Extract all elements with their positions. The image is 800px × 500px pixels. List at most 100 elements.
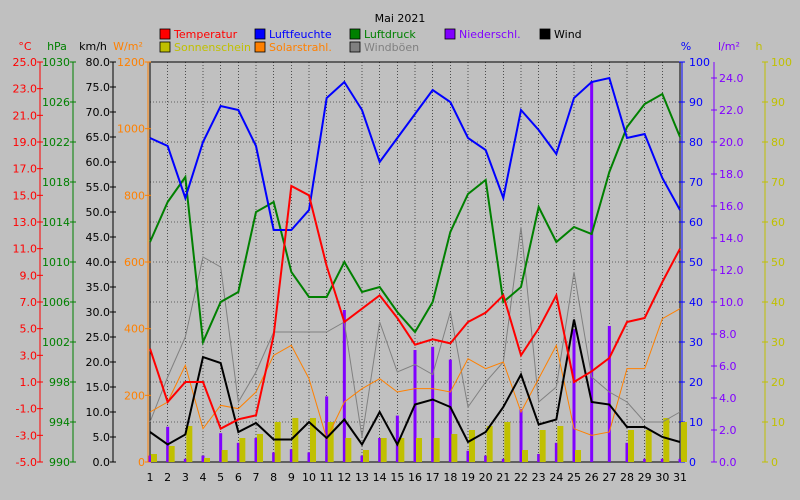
unit-label-sun: h	[756, 40, 763, 53]
x-tick-label: 3	[182, 471, 189, 484]
bar-sun	[204, 458, 210, 462]
bar-rain	[272, 452, 276, 462]
bar-sun	[575, 450, 581, 462]
bar-sun	[451, 434, 458, 462]
legend-item: Sonnenschein	[159, 41, 251, 54]
tick-label-solar: 1000	[117, 123, 145, 136]
bar-sun	[416, 438, 422, 462]
tick-label-wind: 50.0	[86, 206, 111, 219]
tick-label-temp: 13.0	[13, 216, 38, 229]
x-tick-label: 17	[426, 471, 440, 484]
tick-label-press: 1006	[42, 296, 70, 309]
tick-label-press: 1010	[42, 256, 70, 269]
legend-swatch	[349, 41, 361, 53]
x-tick-label: 7	[253, 471, 260, 484]
tick-label-rain: 14.0	[719, 232, 744, 245]
bar-rain	[572, 329, 576, 462]
tick-label-rain: 16.0	[719, 200, 744, 213]
tick-label-hum: 60	[689, 216, 703, 229]
bar-rain	[201, 455, 205, 462]
legend-swatch	[349, 28, 361, 40]
tick-label-rain: 20.0	[719, 136, 744, 149]
legend-item: Niederschl.	[444, 28, 521, 41]
bar-rain	[378, 438, 382, 462]
x-tick-label: 14	[373, 471, 387, 484]
legend: Temperatur Luftfeuchte Luftdruck Niederschl…	[159, 28, 582, 54]
tick-label-sun: 40	[771, 296, 785, 309]
tick-label-hum: 100	[689, 56, 710, 69]
series-line-temp	[149, 184, 681, 431]
x-tick-label: 23	[532, 471, 546, 484]
tick-label-temp: -5.0	[16, 456, 37, 469]
tick-label-press: 998	[49, 376, 70, 389]
tick-label-temp: 9.0	[20, 269, 38, 282]
bar-sun	[681, 422, 687, 462]
bar-sun	[221, 450, 228, 462]
bar-rain	[537, 454, 541, 462]
x-tick-label: 2	[164, 471, 171, 484]
legend-label: Luftdruck	[364, 28, 416, 41]
tick-label-wind: 30.0	[86, 306, 111, 319]
x-tick-label: 30	[655, 471, 669, 484]
y-axes: 25.0 23.0 21.0 19.0 17.0 15.0 13.0 11.0 9.0 7.0 5.…	[13, 56, 793, 469]
unit-label-temp: °C	[18, 40, 32, 53]
tick-label-hum: 80	[689, 136, 703, 149]
bar-sun	[310, 418, 316, 462]
x-tick-label: 15	[390, 471, 404, 484]
bar-rain	[254, 438, 258, 462]
tick-label-press: 994	[49, 416, 70, 429]
tick-label-press: 1030	[42, 56, 70, 69]
bar-sun	[327, 422, 334, 462]
unit-label-press: hPa	[47, 40, 67, 53]
x-tick-label: 10	[302, 471, 316, 484]
bar-sun	[398, 438, 405, 462]
tick-label-rain: 18.0	[719, 168, 744, 181]
series-line-wind	[149, 226, 681, 438]
x-tick-label: 9	[288, 471, 295, 484]
x-tick-label: 16	[408, 471, 422, 484]
tick-label-temp: 17.0	[13, 163, 38, 176]
tick-label-rain: 12.0	[719, 264, 744, 277]
tick-label-rain: 24.0	[719, 72, 744, 85]
tick-label-temp: 11.0	[13, 243, 38, 256]
series-line-wind	[149, 319, 681, 447]
bar-rain	[395, 415, 399, 462]
bar-sun	[504, 422, 511, 462]
bar-sun	[433, 438, 440, 462]
tick-label-temp: 21.0	[13, 109, 38, 122]
bar-rain	[625, 442, 629, 462]
bar-rain	[183, 458, 187, 462]
tick-label-temp: 5.0	[20, 323, 38, 336]
x-tick-label: 5	[217, 471, 224, 484]
tick-label-hum: 0	[689, 456, 696, 469]
x-tick-label: 13	[355, 471, 369, 484]
tick-label-sun: 30	[771, 336, 785, 349]
bar-rain	[590, 81, 594, 462]
tick-label-rain: 4.0	[719, 392, 737, 405]
bar-rain	[360, 455, 364, 462]
tick-label-solar: 1200	[117, 56, 145, 69]
tick-label-wind: 25.0	[86, 331, 111, 344]
tick-label-wind: 45.0	[86, 231, 111, 244]
x-tick-label: 4	[200, 471, 207, 484]
tick-label-temp: 3.0	[20, 349, 38, 362]
tick-label-sun: 80	[771, 136, 785, 149]
bar-rain	[660, 458, 664, 462]
bar-sun	[486, 426, 493, 462]
tick-label-rain: 10.0	[719, 296, 744, 309]
bar-rain	[431, 346, 435, 462]
bar-series	[148, 81, 687, 462]
bar-rain	[484, 455, 488, 462]
tick-label-wind: 80.0	[86, 56, 111, 69]
bar-sun	[345, 438, 352, 462]
tick-label-wind: 35.0	[86, 281, 111, 294]
bar-rain	[448, 359, 452, 462]
legend-item: Temperatur	[159, 28, 238, 41]
tick-label-sun: 100	[771, 56, 792, 69]
tick-label-sun: 90	[771, 96, 785, 109]
bar-sun	[363, 450, 369, 462]
x-tick-label: 29	[638, 471, 652, 484]
tick-label-temp: 19.0	[13, 136, 38, 149]
legend-label: Windböen	[364, 41, 419, 54]
x-tick-label: 12	[337, 471, 351, 484]
